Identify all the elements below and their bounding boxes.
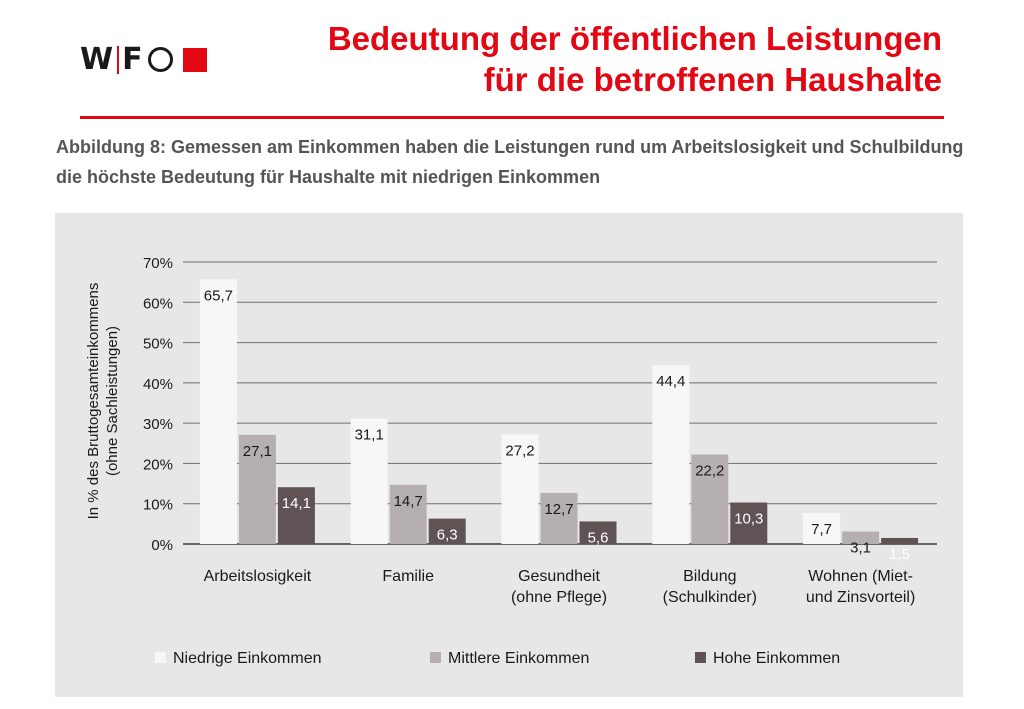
bar: [691, 454, 729, 544]
bar: [350, 418, 388, 544]
logo-separator: [117, 45, 120, 74]
x-category-label: Wohnen (Miet-: [808, 568, 913, 585]
bar: [730, 502, 768, 544]
x-category-label: Bildung: [683, 568, 736, 585]
y-tick-label: 50%: [143, 336, 173, 353]
y-axis-title-line-1: In % des Bruttogesamteinkommens: [85, 283, 102, 520]
bar: [842, 531, 880, 544]
data-label: 3,1: [850, 540, 871, 557]
data-label: 22,2: [695, 463, 724, 480]
page-title: Bedeutung der öffentlichen Leistungen fü…: [328, 18, 942, 100]
y-axis-title-line-2: (ohne Sachleistungen): [104, 326, 121, 476]
page-title-line-1: Bedeutung der öffentlichen Leistungen: [327, 20, 942, 57]
legend-swatch: [155, 652, 166, 663]
data-label: 6,3: [437, 527, 458, 544]
data-label: 14,7: [394, 493, 423, 510]
bar: [199, 279, 237, 544]
bar: [881, 537, 919, 544]
data-label: 1,5: [889, 546, 910, 563]
figure-caption: Abbildung 8: Gemessen am Einkommen haben…: [56, 137, 964, 187]
x-category-label: und Zinsvorteil): [806, 589, 915, 606]
bar: [501, 434, 539, 544]
y-tick-label: 60%: [143, 295, 173, 312]
title-divider: [80, 116, 944, 119]
data-label: 31,1: [355, 427, 384, 444]
logo-letter-f: F: [122, 42, 144, 77]
chart-panel: 0% 10% 20% 30% 40% 50% 60% 70% In % des Bruttoge…: [55, 213, 963, 697]
legend-swatch: [695, 652, 706, 663]
wifo-logo: W F: [80, 42, 207, 77]
page-title-line-2: für die betroffenen Haushalte: [483, 61, 942, 98]
data-label: 14,1: [282, 495, 311, 512]
y-tick-label: 10%: [143, 497, 173, 514]
bar: [238, 434, 276, 544]
data-label: 5,6: [588, 529, 609, 546]
legend-label: Hohe Einkommen: [713, 650, 840, 667]
x-category-label: (ohne Pflege): [511, 589, 607, 606]
bar: [389, 484, 427, 544]
data-label: 27,1: [243, 443, 272, 460]
bar: [540, 492, 578, 544]
y-tick-label: 0%: [151, 537, 173, 554]
y-tick-label: 40%: [143, 376, 173, 393]
data-label: 7,7: [811, 521, 832, 538]
data-label: 10,3: [734, 511, 763, 528]
legend-swatch: [430, 652, 441, 663]
logo-ring-icon: [147, 47, 173, 72]
x-category-label: Gesundheit: [518, 568, 600, 585]
x-category-label: (Schulkinder): [663, 589, 757, 606]
bar: [803, 512, 841, 544]
logo-letter-w: W: [80, 42, 115, 77]
y-tick-label: 20%: [143, 456, 173, 473]
x-category-label: Arbeitslosigkeit: [204, 568, 312, 585]
legend-label: Mittlere Einkommen: [448, 650, 589, 667]
logo-square-icon: [182, 47, 207, 72]
bar: [652, 365, 690, 544]
bar: [428, 518, 466, 544]
data-label: 27,2: [505, 442, 534, 459]
legend-label: Niedrige Einkommen: [173, 650, 322, 667]
data-label: 65,7: [204, 287, 233, 304]
data-label: 44,4: [656, 373, 685, 390]
x-category-label: Familie: [382, 568, 434, 585]
data-label: 12,7: [544, 501, 573, 518]
bar: [579, 521, 617, 544]
bar: [277, 487, 315, 544]
y-tick-label: 70%: [143, 255, 173, 272]
bar-chart: 0% 10% 20% 30% 40% 50% 60% 70% In % des Bruttoge…: [85, 255, 937, 667]
y-tick-label: 30%: [143, 416, 173, 433]
